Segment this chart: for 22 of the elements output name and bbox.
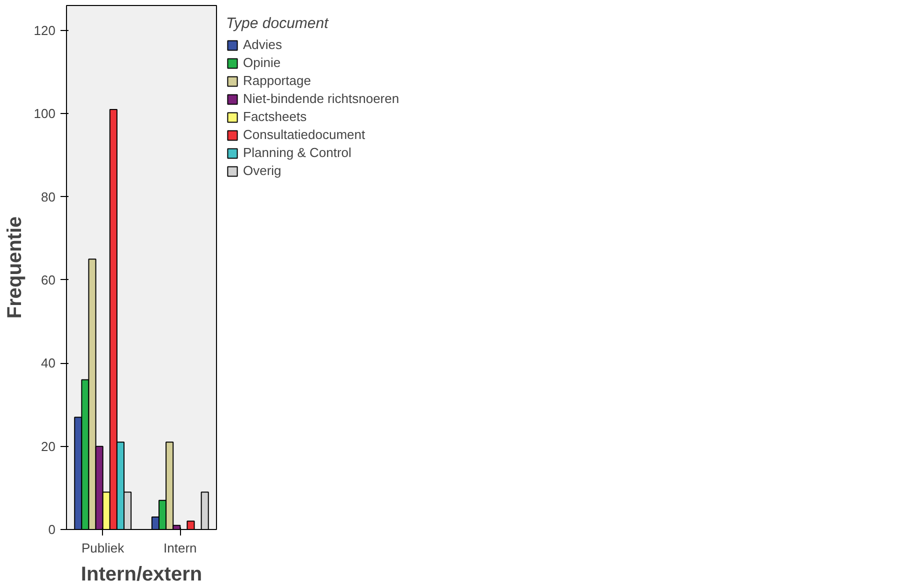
legend-label: Opinie [243, 55, 281, 70]
bar [200, 492, 209, 530]
x-axis-title: Intern/extern [80, 564, 202, 586]
x-tick-label: Intern [164, 540, 197, 556]
legend-label: Factsheets [243, 109, 307, 124]
y-tick-label: 100 [34, 106, 56, 122]
y-tick-label: 0 [48, 522, 56, 537]
legend-label: Overig [243, 163, 282, 178]
y-tick-label: 80 [41, 189, 56, 204]
x-tick-label: Publiek [82, 540, 125, 556]
legend-label: Consultatiedocument [243, 127, 366, 142]
y-tick-label: 120 [34, 22, 56, 38]
legend-label: Rapportage [243, 73, 311, 88]
legend-label: Niet-bindende richtsnoeren [243, 91, 400, 106]
legend-label: Advies [243, 37, 282, 52]
y-tick-label: 60 [41, 272, 56, 288]
legend-label: Planning & Control [243, 145, 352, 160]
legend-title: Type document [226, 15, 330, 32]
y-tick-label: 20 [41, 438, 56, 454]
bar [186, 520, 195, 530]
y-tick-label: 40 [41, 356, 56, 371]
y-axis-title: Frequentie [4, 216, 26, 319]
